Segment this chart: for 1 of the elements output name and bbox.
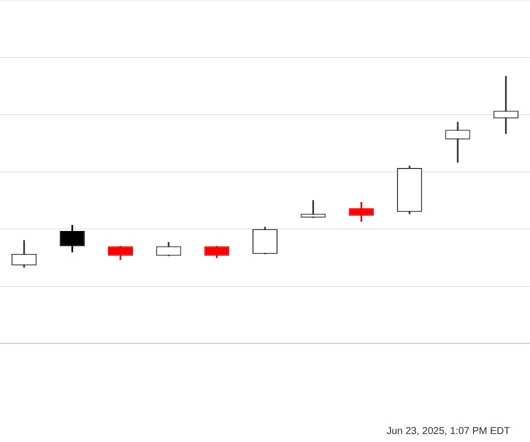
text: Jun 23, 2025, 1:07 PM EDT bbox=[386, 426, 510, 437]
